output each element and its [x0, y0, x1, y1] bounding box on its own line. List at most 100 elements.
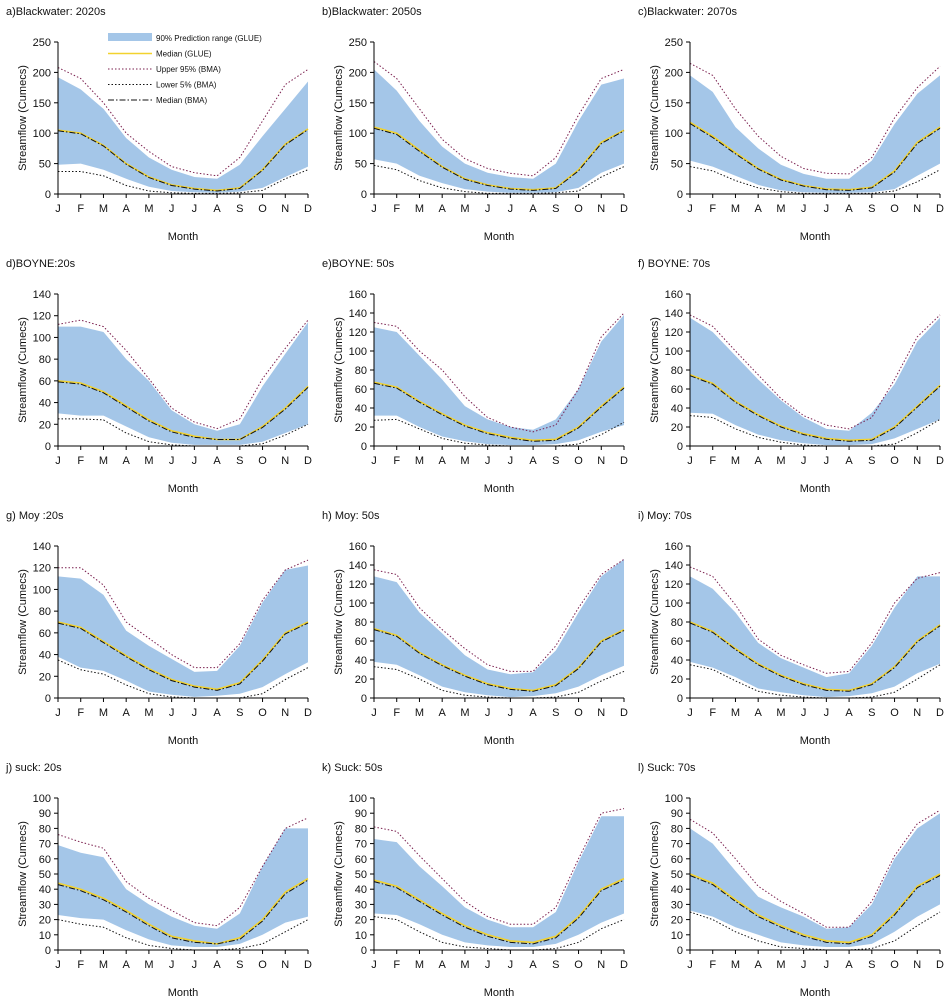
x-axis-label: Month [484, 735, 515, 747]
y-tick-label: 60 [671, 384, 683, 396]
x-tick-label: O [574, 707, 583, 719]
x-tick-label: M [415, 203, 424, 215]
chart-panel-3: d)BOYNE:20s 0 20 40 60 80 100 120 140 J F M A M J J A S O… [0, 252, 315, 502]
median-glue-line [57, 877, 309, 945]
y-tick-label: 40 [355, 403, 367, 415]
y-tick-label: 20 [671, 422, 683, 434]
chart-panel-2: c)Blackwater: 2070s 0 50 100 150 200 250 J F M A M… [632, 0, 947, 250]
x-tick-label: O [890, 455, 899, 467]
y-tick-label: 40 [671, 403, 683, 415]
x-tick-label: J [169, 203, 175, 215]
y-tick-label: 60 [39, 854, 51, 866]
x-tick-label: J [192, 707, 198, 719]
x-tick-label: A [529, 707, 537, 719]
x-tick-label: S [868, 455, 875, 467]
x-tick-label: O [574, 455, 583, 467]
y-tick-label: 80 [39, 354, 51, 366]
y-tick-label: 140 [349, 560, 367, 572]
y-tick-label: 40 [39, 884, 51, 896]
y-tick-label: 250 [665, 37, 683, 49]
x-tick-label: A [213, 707, 221, 719]
y-tick-label: 100 [33, 332, 51, 344]
y-tick-label: 20 [39, 419, 51, 431]
y-tick-label: 20 [355, 915, 367, 927]
y-tick-label: 60 [671, 854, 683, 866]
y-tick-label: 200 [665, 67, 683, 79]
x-tick-label: J [801, 455, 807, 467]
y-tick-label: 0 [361, 189, 367, 201]
y-tick-label: 30 [355, 899, 367, 911]
y-tick-label: 0 [361, 693, 367, 705]
x-tick-label: A [439, 707, 447, 719]
chart-panel-10: k) Suck: 50s 0 10 20 30 40 50 60 70 80 90 100 J F M A M… [316, 756, 631, 1006]
x-tick-label: A [529, 203, 537, 215]
y-tick-label: 50 [671, 159, 683, 171]
x-axis-label: Month [484, 987, 515, 999]
median-bma-line [373, 879, 625, 945]
chart-panel-1: b)Blackwater: 2050s 0 50 100 150 200 250 J F M A M… [316, 0, 631, 250]
chart-svg: 0 20 40 60 80 100 120 140 160 J F M A M J J A S O N D Month St… [649, 541, 944, 747]
upper-bma-line [58, 559, 309, 669]
x-tick-label: N [597, 707, 605, 719]
x-tick-label: A [845, 455, 853, 467]
y-tick-label: 50 [39, 869, 51, 881]
y-tick-label: 70 [671, 839, 683, 851]
y-tick-label: 50 [355, 869, 367, 881]
y-axis-label: Streamflow (Cumecs) [649, 317, 661, 423]
y-tick-label: 150 [33, 98, 51, 110]
x-tick-label: A [213, 203, 221, 215]
y-tick-label: 20 [671, 915, 683, 927]
x-tick-label: J [55, 707, 61, 719]
x-tick-label: J [371, 455, 377, 467]
x-tick-label: M [144, 707, 153, 719]
x-tick-label: F [709, 707, 716, 719]
y-tick-label: 120 [33, 311, 51, 323]
panel-title: d)BOYNE:20s [6, 258, 76, 270]
y-tick-label: 0 [677, 693, 683, 705]
glue-band [58, 77, 308, 193]
x-tick-label: M [99, 959, 108, 971]
legend-upper-bma: Upper 95% (BMA) [156, 65, 221, 74]
x-tick-label: O [890, 959, 899, 971]
chart-panel-8: i) Moy: 70s 0 20 40 60 80 100 120 140 160 J F M A M J J… [632, 504, 947, 754]
y-tick-label: 100 [33, 584, 51, 596]
x-tick-label: S [868, 707, 875, 719]
y-tick-label: 80 [355, 365, 367, 377]
y-tick-label: 60 [39, 376, 51, 388]
x-tick-label: A [529, 455, 537, 467]
legend-lower-bma: Lower 5% (BMA) [156, 81, 217, 90]
x-tick-label: A [755, 455, 763, 467]
chart-svg: 0 50 100 150 200 250 J F M A M J J A S O N D Month Streamfl… [17, 33, 312, 243]
chart-svg: 0 20 40 60 80 100 120 140 J F M A M J J A S O N D Month Strea… [17, 541, 312, 747]
x-tick-label: F [77, 455, 84, 467]
x-tick-label: M [144, 203, 153, 215]
x-tick-label: D [620, 203, 628, 215]
x-tick-label: D [936, 707, 944, 719]
y-tick-label: 120 [33, 563, 51, 575]
x-tick-label: D [936, 455, 944, 467]
x-tick-label: N [597, 203, 605, 215]
y-axis-label: Streamflow (Cumecs) [17, 65, 29, 171]
median-bma-line [689, 123, 941, 191]
x-tick-label: A [845, 707, 853, 719]
x-tick-label: J [371, 203, 377, 215]
y-axis-label: Streamflow (Cumecs) [333, 569, 345, 675]
median-bma-line [373, 629, 625, 692]
x-tick-label: A [123, 959, 131, 971]
y-tick-label: 100 [665, 346, 683, 358]
x-tick-label: D [936, 203, 944, 215]
glue-band [58, 565, 308, 697]
y-tick-label: 160 [665, 541, 683, 553]
x-axis-label: Month [168, 231, 199, 243]
x-tick-label: M [460, 707, 469, 719]
median-glue-line [373, 381, 625, 442]
x-tick-label: J [687, 707, 693, 719]
x-tick-label: F [77, 707, 84, 719]
x-tick-label: J [169, 959, 175, 971]
x-tick-label: M [731, 707, 740, 719]
y-tick-label: 100 [349, 346, 367, 358]
x-tick-label: F [393, 959, 400, 971]
x-tick-label: M [415, 707, 424, 719]
panel-title: g) Moy :20s [6, 510, 64, 522]
median-bma-line [57, 622, 309, 691]
